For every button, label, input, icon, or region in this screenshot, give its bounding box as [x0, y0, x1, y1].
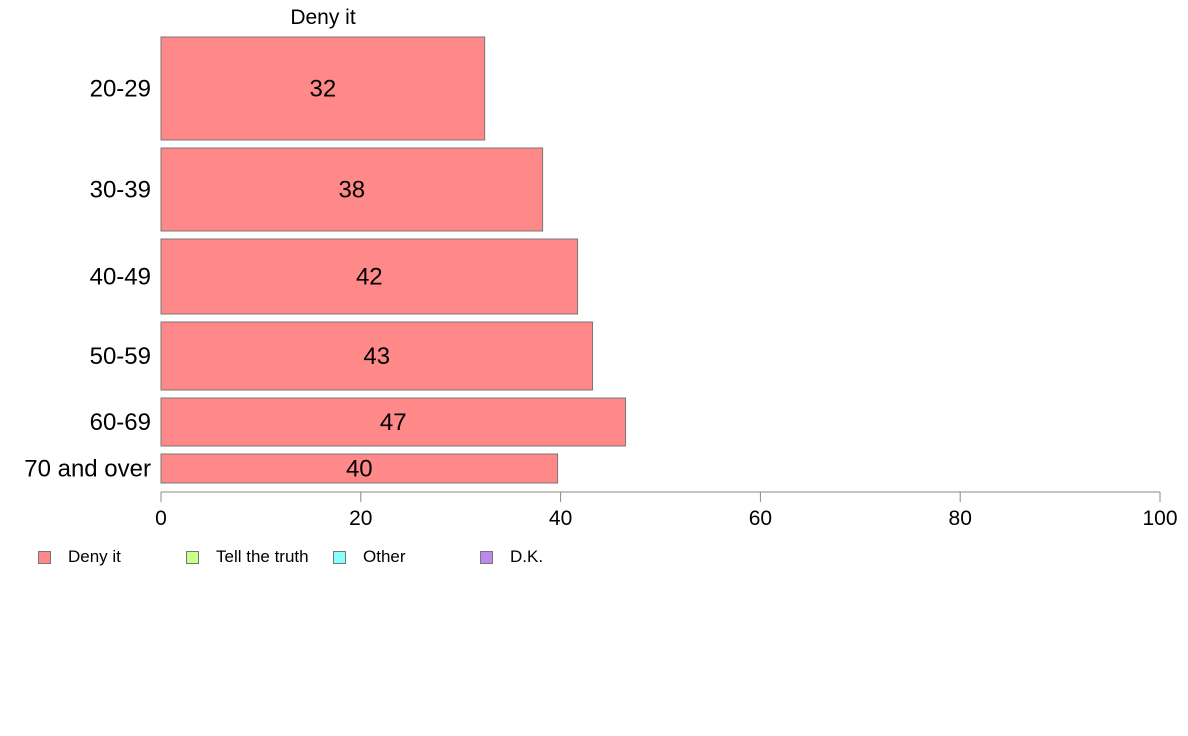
- category-tick-label: 30-39: [90, 177, 151, 204]
- x-tick-label: 60: [749, 507, 772, 530]
- category-tick-label: 40-49: [90, 264, 151, 291]
- x-tick-label: 80: [949, 507, 972, 530]
- legend-label: Deny it: [68, 547, 121, 566]
- data-label: 42: [356, 264, 383, 291]
- chart-title: Deny it: [290, 6, 356, 29]
- legend-swatch: [480, 550, 493, 564]
- category-tick-label: 70 and over: [24, 456, 151, 483]
- legend-label: D.K.: [510, 547, 544, 566]
- x-tick-label: 0: [155, 507, 167, 530]
- bar: [160, 238, 579, 315]
- x-tick-label: 20: [349, 507, 372, 530]
- data-label: 43: [363, 343, 390, 370]
- bar: [160, 36, 486, 141]
- data-label: 32: [309, 76, 336, 103]
- legend-item-deny-it: Deny it: [38, 546, 121, 568]
- category-tick-label: 50-59: [90, 343, 151, 370]
- legend-swatch: [38, 550, 51, 564]
- category-labels: 20-29 30-39 40-49 50-59 60-69 70 and over: [24, 76, 151, 483]
- legend-label: Other: [363, 547, 406, 566]
- bar: [160, 453, 559, 484]
- bar: [160, 147, 544, 232]
- x-axis: 0 20 40 60 80 100: [155, 491, 1178, 530]
- legend-item-other: Other: [333, 546, 406, 568]
- category-tick-label: 60-69: [90, 409, 151, 436]
- legend-swatch: [186, 550, 199, 564]
- x-tick-label: 100: [1142, 507, 1177, 530]
- x-tick-label: 40: [549, 507, 572, 530]
- bars-group: [160, 36, 627, 484]
- value-labels: 32 38 42 43 47 40: [309, 76, 406, 483]
- bar: [160, 397, 627, 447]
- data-label: 38: [338, 177, 365, 204]
- category-tick-label: 20-29: [90, 76, 151, 103]
- bar: [160, 321, 594, 391]
- data-label: 47: [380, 409, 407, 436]
- legend-item-dk: D.K.: [480, 546, 543, 568]
- legend-swatch: [333, 550, 346, 564]
- legend-item-tell-the-truth: Tell the truth: [186, 546, 309, 568]
- data-label: 40: [346, 456, 373, 483]
- legend-label: Tell the truth: [216, 547, 309, 566]
- legend: Deny it Tell the truth Other D.K.: [38, 546, 658, 568]
